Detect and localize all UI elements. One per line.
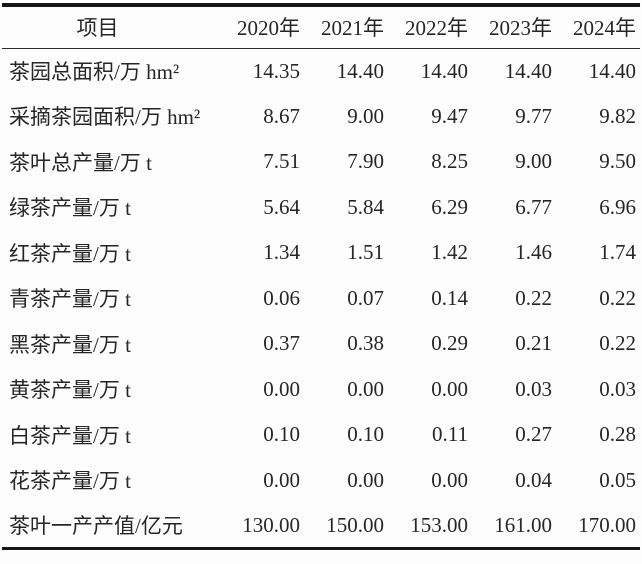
cell-value: 0.05	[599, 467, 636, 492]
cell-value: 8.67	[263, 103, 300, 128]
cell-value: 0.22	[599, 285, 636, 310]
cell-value: 14.40	[336, 58, 384, 83]
cell-value: 0.03	[515, 376, 552, 401]
header-year-2021: 2021年	[304, 5, 388, 49]
row-label: 花茶产量/万 t	[9, 469, 131, 494]
cell-value: 14.40	[588, 58, 636, 83]
cell-value: 6.77	[515, 194, 552, 219]
cell-value: 0.00	[431, 467, 468, 492]
table-body: 茶园总面积/万 hm² 14.35 14.40 14.40 14.40 14.4…	[2, 48, 640, 549]
table-row: 采摘茶园面积/万 hm² 8.67 9.00 9.47 9.77 9.82	[2, 94, 640, 140]
cell-value: 9.47	[431, 103, 468, 128]
table-row: 青茶产量/万 t 0.06 0.07 0.14 0.22 0.22	[2, 276, 640, 322]
table-row: 黑茶产量/万 t 0.37 0.38 0.29 0.21 0.22	[2, 321, 640, 367]
row-label: 茶叶总产量/万 t	[9, 150, 152, 175]
cell-value: 9.00	[347, 103, 384, 128]
cell-value: 5.84	[347, 194, 384, 219]
cell-value: 0.07	[347, 285, 384, 310]
cell-value: 0.11	[432, 422, 468, 447]
cell-value: 9.00	[515, 149, 552, 174]
table-row: 花茶产量/万 t 0.00 0.00 0.00 0.04 0.05	[2, 458, 640, 504]
cell-value: 0.00	[347, 467, 384, 492]
cell-value: 0.00	[347, 376, 384, 401]
cell-value: 1.34	[263, 240, 300, 265]
header-year-2022: 2022年	[388, 5, 472, 49]
cell-value: 14.40	[504, 58, 552, 83]
cell-value: 0.03	[599, 376, 636, 401]
cell-value: 7.51	[263, 149, 300, 174]
header-year-2023: 2023年	[472, 5, 556, 49]
cell-value: 161.00	[494, 512, 552, 537]
header-item: 项目	[2, 5, 220, 49]
cell-value: 1.74	[599, 240, 636, 265]
cell-value: 0.04	[515, 467, 552, 492]
cell-value: 7.90	[347, 149, 384, 174]
cell-value: 1.42	[431, 240, 468, 265]
cell-value: 0.10	[263, 422, 300, 447]
cell-value: 0.21	[515, 331, 552, 356]
table-row: 茶叶一产产值/亿元 130.00 150.00 153.00 161.00 17…	[2, 503, 640, 549]
cell-value: 0.29	[431, 331, 468, 356]
cell-value: 9.82	[599, 103, 636, 128]
cell-value: 0.28	[599, 422, 636, 447]
row-label: 采摘茶园面积/万 hm²	[9, 105, 201, 130]
row-label: 绿茶产量/万 t	[9, 196, 131, 221]
cell-value: 0.14	[431, 285, 468, 310]
cell-value: 0.00	[263, 376, 300, 401]
cell-value: 14.35	[252, 58, 300, 83]
cell-value: 0.00	[431, 376, 468, 401]
table-row: 茶园总面积/万 hm² 14.35 14.40 14.40 14.40 14.4…	[2, 48, 640, 94]
cell-value: 5.64	[263, 194, 300, 219]
cell-value: 170.00	[578, 512, 636, 537]
cell-value: 14.40	[420, 58, 468, 83]
header-row: 项目 2020年 2021年 2022年 2023年 2024年	[2, 5, 640, 49]
row-label: 白茶产量/万 t	[9, 423, 131, 448]
cell-value: 0.00	[263, 467, 300, 492]
cell-value: 0.22	[515, 285, 552, 310]
cell-value: 0.37	[263, 331, 300, 356]
cell-value: 1.46	[515, 240, 552, 265]
cell-value: 130.00	[242, 512, 300, 537]
cell-value: 6.96	[599, 194, 636, 219]
cell-value: 150.00	[326, 512, 384, 537]
table-row: 茶叶总产量/万 t 7.51 7.90 8.25 9.00 9.50	[2, 139, 640, 185]
row-label: 茶叶一产产值/亿元	[9, 514, 183, 538]
table-row: 绿茶产量/万 t 5.64 5.84 6.29 6.77 6.96	[2, 185, 640, 231]
row-label: 黄茶产量/万 t	[9, 378, 131, 403]
cell-value: 9.77	[515, 103, 552, 128]
table-row: 白茶产量/万 t 0.10 0.10 0.11 0.27 0.28	[2, 412, 640, 458]
table-row: 红茶产量/万 t 1.34 1.51 1.42 1.46 1.74	[2, 230, 640, 276]
header-year-2020: 2020年	[220, 5, 304, 49]
cell-value: 9.50	[599, 149, 636, 174]
cell-value: 6.29	[431, 194, 468, 219]
cell-value: 0.06	[263, 285, 300, 310]
cell-value: 0.27	[515, 422, 552, 447]
row-label: 青茶产量/万 t	[9, 287, 131, 312]
tea-statistics-table: 项目 2020年 2021年 2022年 2023年 2024年 茶园总面积/万…	[2, 3, 640, 550]
cell-value: 153.00	[410, 512, 468, 537]
header-year-2024: 2024年	[556, 5, 640, 49]
table-row: 黄茶产量/万 t 0.00 0.00 0.00 0.03 0.03	[2, 367, 640, 413]
cell-value: 0.38	[347, 331, 384, 356]
table-header: 项目 2020年 2021年 2022年 2023年 2024年	[2, 5, 640, 49]
cell-value: 0.10	[347, 422, 384, 447]
cell-value: 8.25	[431, 149, 468, 174]
row-label: 红茶产量/万 t	[9, 241, 131, 266]
cell-value: 1.51	[347, 240, 384, 265]
row-label: 黑茶产量/万 t	[9, 332, 131, 357]
cell-value: 0.22	[599, 331, 636, 356]
row-label: 茶园总面积/万 hm²	[9, 60, 180, 84]
